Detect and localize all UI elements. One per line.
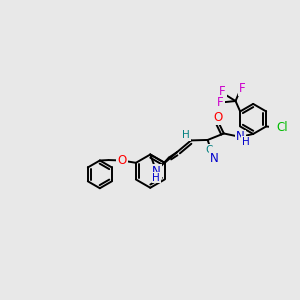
Text: F: F — [217, 96, 224, 109]
Text: C: C — [206, 145, 213, 155]
Text: F: F — [239, 82, 246, 95]
Text: N: N — [236, 130, 245, 143]
Text: H: H — [182, 130, 190, 140]
Text: F: F — [219, 85, 226, 98]
Text: N: N — [210, 152, 219, 165]
Text: N: N — [152, 165, 161, 178]
Text: O: O — [117, 154, 127, 167]
Text: H: H — [152, 172, 160, 183]
Text: O: O — [213, 111, 223, 124]
Text: H: H — [242, 136, 249, 147]
Text: Cl: Cl — [277, 121, 288, 134]
